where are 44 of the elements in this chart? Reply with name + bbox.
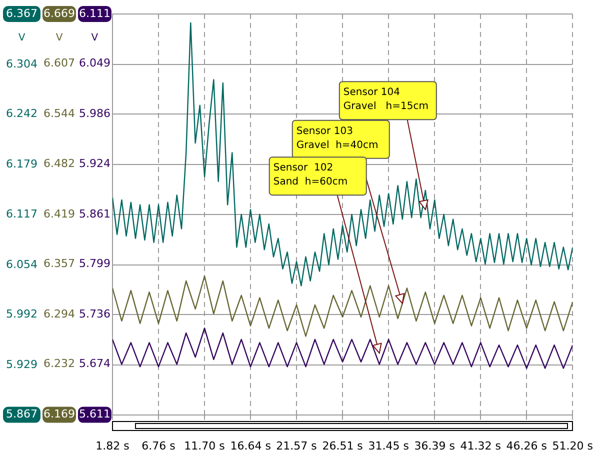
y-tick-label: 6.054 (6, 258, 38, 271)
y-tick-label: 6.367 (6, 6, 38, 20)
annotation: Sensor 102 Sand h=60cm (273, 162, 348, 188)
y-tick-label: 5.867 (6, 408, 38, 421)
x-tick-label: 31.45 s (368, 439, 410, 452)
y3-tick-label: 6.049 (78, 56, 110, 70)
y-tick-label: 5.992 (6, 307, 38, 320)
y3-axis-title: V (91, 32, 98, 44)
y-tick-label: 6.242 (6, 107, 38, 120)
x-tick-label: 41.32 s (460, 439, 502, 452)
x-tick-label: 11.70 s (184, 439, 226, 452)
y3-tick-label: 5.799 (78, 256, 110, 270)
x-tick-label: 26.51 s (322, 439, 364, 452)
y2-tick-label: 6.482 (43, 156, 75, 170)
annotation: Sensor 104 Gravel h=15cm (343, 87, 428, 112)
x-tick-label: 1.82 s (96, 439, 130, 452)
y-tick-label: 6.117 (6, 207, 38, 220)
y-tick-label: 6.304 (6, 57, 38, 70)
annotation: Sensor 103 Gravel h=40cm (296, 126, 378, 151)
x-tick-label: 6.76 s (142, 439, 176, 452)
y2-tick-label: 6.232 (43, 357, 75, 370)
y3-tick-label: 6.111 (78, 6, 110, 20)
x-tick-label: 21.57 s (276, 439, 318, 452)
y3-tick-label: 5.924 (78, 156, 110, 170)
y2-tick-label: 6.294 (43, 307, 75, 320)
y2-tick-label: 6.169 (43, 408, 75, 421)
x-tick-label: 46.26 s (506, 439, 548, 452)
y-tick-label: 6.179 (6, 158, 38, 171)
y2-axis-title: V (56, 32, 63, 44)
y-tick-label: 5.929 (6, 358, 38, 371)
y3-tick-label: 5.861 (78, 207, 110, 220)
y3-tick-label: 5.736 (78, 307, 110, 320)
y3-tick-label: 5.986 (78, 107, 110, 120)
y3-tick-label: 5.674 (78, 357, 110, 370)
x-tick-label: 16.64 s (230, 439, 272, 452)
y2-tick-label: 6.544 (43, 107, 75, 120)
x-tick-label: 36.39 s (414, 439, 456, 452)
y2-tick-label: 6.357 (43, 256, 75, 270)
y2-tick-label: 6.607 (43, 56, 75, 70)
y3-tick-label: 5.611 (78, 408, 110, 421)
y-axis-title: V (18, 32, 26, 44)
y2-tick-label: 6.419 (43, 207, 75, 220)
x-tick-label: 51.20 s (552, 439, 594, 452)
y2-tick-label: 6.669 (43, 6, 75, 20)
